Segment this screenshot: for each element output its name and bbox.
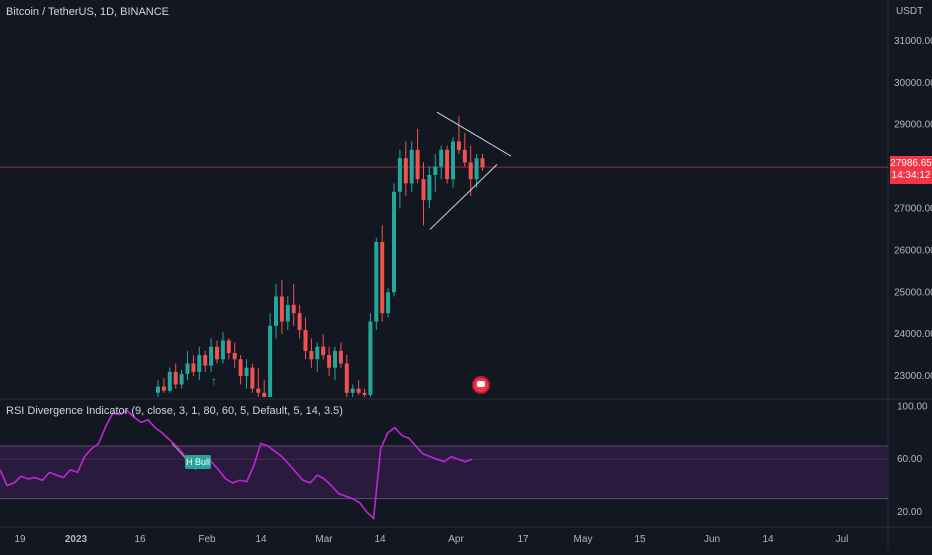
candle-body bbox=[445, 149, 450, 180]
rsi-line bbox=[0, 409, 473, 521]
current-price-tag: 27986.65 14:34:12 bbox=[890, 156, 932, 184]
rsi-tick-label: 20.00 bbox=[897, 507, 922, 518]
candle-body bbox=[179, 373, 184, 385]
candle-body bbox=[209, 346, 214, 366]
candle-body bbox=[256, 388, 261, 393]
price-tick-label: 24000.00 bbox=[894, 329, 932, 340]
candle-body bbox=[303, 329, 308, 351]
candle-body bbox=[274, 296, 278, 326]
time-tick-label: 19 bbox=[14, 534, 26, 545]
candle-body bbox=[156, 386, 160, 393]
candle-body bbox=[415, 149, 420, 180]
candle-body bbox=[232, 353, 237, 360]
triangle-lower-trendline bbox=[429, 164, 498, 230]
candle-body bbox=[403, 158, 408, 184]
price-tick-label: 26000.00 bbox=[894, 245, 932, 256]
time-tick-label: Jun bbox=[704, 534, 720, 545]
currency-label[interactable]: USDT bbox=[896, 6, 924, 17]
candle-body bbox=[327, 355, 332, 368]
candle-body bbox=[362, 392, 367, 395]
candle-body bbox=[226, 340, 231, 354]
candle-body bbox=[356, 388, 361, 393]
price-tick-label: 29000.00 bbox=[894, 120, 932, 131]
candle-body bbox=[392, 191, 396, 293]
candle-body bbox=[244, 367, 249, 377]
current-price-value: 27986.65 bbox=[890, 158, 932, 169]
candle-body bbox=[285, 304, 290, 322]
time-tick-label: 14 bbox=[255, 534, 267, 545]
candle-body bbox=[350, 388, 355, 393]
candle-body bbox=[220, 340, 225, 360]
candle-body bbox=[344, 363, 349, 393]
price-tick-label: 30000.00 bbox=[894, 78, 932, 89]
candle-body bbox=[321, 346, 326, 356]
candle-body bbox=[309, 350, 314, 360]
candle-body bbox=[215, 346, 219, 360]
candle-body bbox=[380, 242, 385, 314]
candle-body bbox=[333, 350, 337, 368]
candle-body bbox=[279, 296, 284, 322]
candle-body bbox=[167, 371, 172, 391]
rsi-tick-label: 100.00 bbox=[897, 402, 928, 413]
candle-body bbox=[480, 158, 485, 168]
candle-body bbox=[268, 325, 273, 397]
candle-body bbox=[451, 141, 455, 180]
bar-countdown: 14:34:12 bbox=[891, 170, 931, 181]
time-tick-label: 14 bbox=[762, 534, 774, 545]
candle-body bbox=[173, 371, 178, 385]
time-tick-label: 2023 bbox=[65, 534, 88, 545]
candle-body bbox=[297, 313, 302, 330]
calendar-event-icon[interactable] bbox=[472, 376, 490, 394]
up-arrow-marker: ↑ bbox=[211, 374, 217, 388]
price-tick-label: 27000.00 bbox=[894, 204, 932, 215]
candle-body bbox=[468, 162, 473, 180]
time-tick-label: Mar bbox=[315, 534, 333, 545]
candle-body bbox=[203, 355, 208, 366]
candle-body bbox=[409, 149, 414, 184]
candle-body bbox=[291, 304, 296, 314]
candle-body bbox=[197, 355, 202, 372]
time-tick-label: Jul bbox=[836, 534, 849, 545]
candle-body bbox=[238, 359, 243, 377]
time-tick-label: 15 bbox=[634, 534, 646, 545]
time-tick-label: Feb bbox=[198, 534, 216, 545]
candle-body bbox=[374, 242, 379, 322]
price-tick-label: 23000.00 bbox=[894, 371, 932, 382]
candle-body bbox=[397, 158, 402, 192]
time-tick-label: 14 bbox=[374, 534, 386, 545]
candle-body bbox=[433, 166, 438, 175]
triangle-upper-trendline bbox=[436, 111, 512, 157]
symbol-title[interactable]: Bitcoin / TetherUS, 1D, BINANCE bbox=[6, 6, 170, 18]
time-tick-label: 16 bbox=[134, 534, 146, 545]
candle-body bbox=[338, 350, 343, 364]
price-tick-label: 31000.00 bbox=[894, 36, 932, 47]
candle-body bbox=[191, 363, 196, 372]
candle-body bbox=[250, 367, 255, 389]
rsi-tick-label: 60.00 bbox=[897, 454, 922, 465]
candle-body bbox=[462, 149, 467, 163]
divergence-label-bg bbox=[185, 455, 211, 469]
price-tick-label: 25000.00 bbox=[894, 287, 932, 298]
candle-body bbox=[161, 386, 166, 391]
time-tick-label: May bbox=[574, 534, 593, 545]
candle-body bbox=[474, 158, 479, 180]
candle-body bbox=[262, 392, 267, 397]
candle-body bbox=[439, 149, 444, 167]
time-tick-label: 17 bbox=[517, 534, 529, 545]
rsi-band bbox=[0, 446, 888, 499]
candle-body bbox=[421, 179, 426, 201]
candle-body bbox=[185, 363, 190, 374]
candle-body bbox=[427, 174, 432, 201]
time-tick-label: Apr bbox=[448, 534, 464, 545]
candle-body bbox=[456, 141, 461, 150]
candle-body bbox=[368, 321, 373, 395]
candle-body bbox=[386, 292, 391, 314]
divergence-label: H Bull bbox=[186, 457, 210, 467]
indicator-title[interactable]: RSI Divergence Indicator (9, close, 3, 1… bbox=[6, 405, 343, 417]
candle-body bbox=[315, 346, 320, 360]
